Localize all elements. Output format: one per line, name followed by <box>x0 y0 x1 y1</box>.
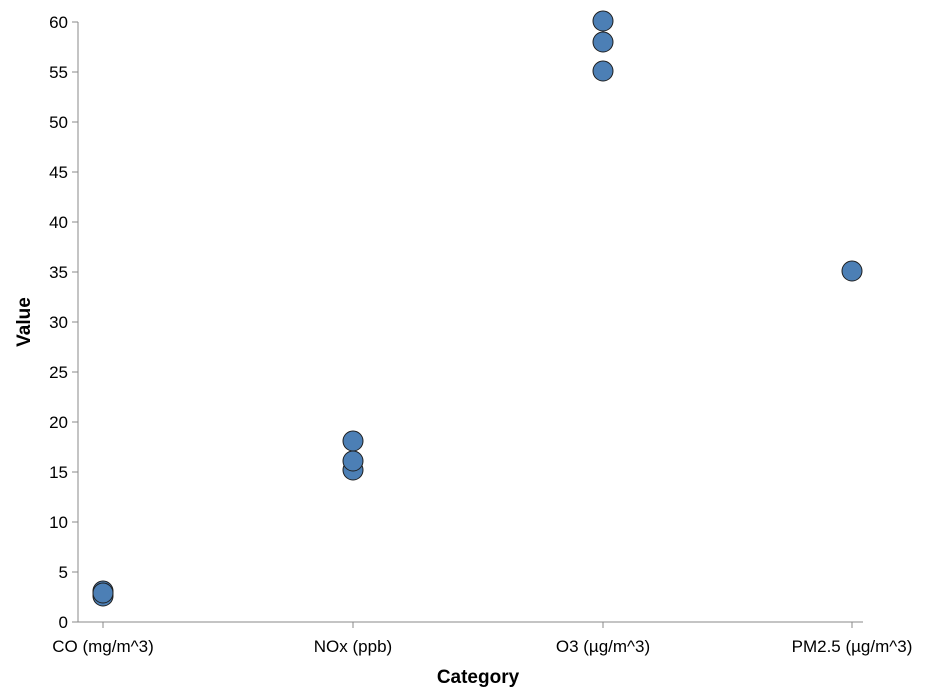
x-axis: CO (mg/m^3) NOx (ppb) O3 (µg/m^3) PM2.5 (µg… <box>52 621 913 656</box>
data-point <box>841 260 863 282</box>
y-tick-label: 60 <box>49 13 68 32</box>
x-tick-label: O3 (µg/m^3) <box>556 637 650 656</box>
y-axis: 0 5 10 15 20 25 30 35 40 45 50 55 60 <box>49 13 79 632</box>
x-tick-label: PM2.5 (µg/m^3) <box>792 637 913 656</box>
y-tick-label: 50 <box>49 113 68 132</box>
y-tick-label: 20 <box>49 413 68 432</box>
y-tick-label: 55 <box>49 63 68 82</box>
y-tick-label: 0 <box>59 613 68 632</box>
data-point <box>592 10 614 32</box>
y-tick-label: 15 <box>49 463 68 482</box>
y-tick-label: 30 <box>49 313 68 332</box>
data-points <box>92 10 863 607</box>
x-tick-label: CO (mg/m^3) <box>52 637 153 656</box>
data-point <box>92 582 114 604</box>
y-tick-label: 40 <box>49 213 68 232</box>
x-tick-label: NOx (ppb) <box>314 637 392 656</box>
data-point <box>592 31 614 53</box>
y-tick-label: 45 <box>49 163 68 182</box>
data-point <box>342 450 364 472</box>
data-point <box>342 430 364 452</box>
y-tick-label: 25 <box>49 363 68 382</box>
data-point <box>592 60 614 82</box>
y-tick-label: 10 <box>49 513 68 532</box>
y-tick-label: 5 <box>59 563 68 582</box>
x-axis-title: Category <box>437 667 520 688</box>
y-axis-title: Value <box>14 297 35 347</box>
y-tick-label: 35 <box>49 263 68 282</box>
